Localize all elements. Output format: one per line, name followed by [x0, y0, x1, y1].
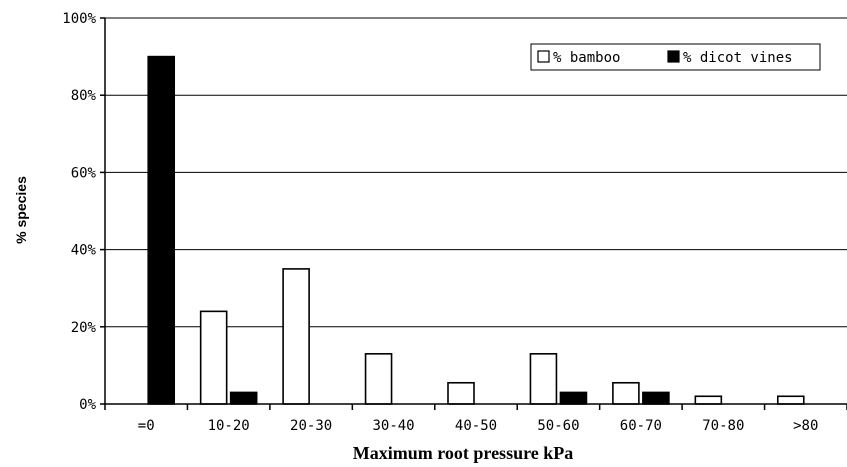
x-tick-label: 40-50 — [455, 418, 497, 434]
y-tick-label: 0% — [79, 397, 96, 413]
x-tick-label: 60-70 — [620, 418, 662, 434]
bar-bamboo — [364, 353, 393, 405]
legend: % bamboo % dicot vines — [530, 43, 821, 71]
y-axis-title: % species — [13, 176, 29, 244]
bars — [147, 55, 805, 405]
bar-bamboo — [694, 395, 723, 405]
bar-bamboo — [612, 381, 640, 405]
bar-dicot-vines — [147, 55, 176, 405]
legend-label-bamboo: % bamboo — [553, 50, 620, 66]
y-tick-label: 60% — [71, 165, 97, 181]
y-tick-label: 100% — [62, 11, 96, 27]
y-tick-label: 40% — [71, 243, 97, 259]
bar-dicot-vines — [559, 391, 588, 405]
x-tick-label: 10-20 — [208, 418, 250, 434]
bar-bamboo — [199, 310, 228, 405]
axes — [100, 17, 847, 410]
x-tick-label: 50-60 — [537, 418, 579, 434]
bar-bamboo — [447, 381, 475, 405]
x-tick-labels: =0 10-20 20-30 30-40 40-50 50-60 60-70 70-80 >80 — [138, 418, 819, 434]
x-tick-label: 70-80 — [702, 418, 744, 434]
x-tick-label: =0 — [138, 418, 155, 434]
x-axis-title: Maximum root pressure kPa — [353, 443, 574, 463]
legend-swatch-bamboo — [537, 50, 550, 63]
bar-bamboo — [776, 395, 805, 405]
legend-swatch-dicot-vines — [667, 50, 680, 63]
x-tick-label: 20-30 — [290, 418, 332, 434]
bar-dicot-vines — [642, 391, 670, 405]
gridlines — [105, 17, 847, 328]
bar-bamboo — [529, 353, 558, 405]
y-tick-label: 20% — [71, 320, 97, 336]
legend-label-dicot-vines: % dicot vines — [683, 50, 793, 66]
bar-bamboo — [282, 268, 310, 405]
y-tick-labels: 0% 20% 40% 60% 80% 100% — [62, 11, 96, 413]
bar-dicot-vines — [229, 391, 258, 405]
x-tick-label: 30-40 — [372, 418, 414, 434]
y-tick-label: 80% — [71, 88, 97, 104]
x-tick-label: >80 — [793, 418, 818, 434]
